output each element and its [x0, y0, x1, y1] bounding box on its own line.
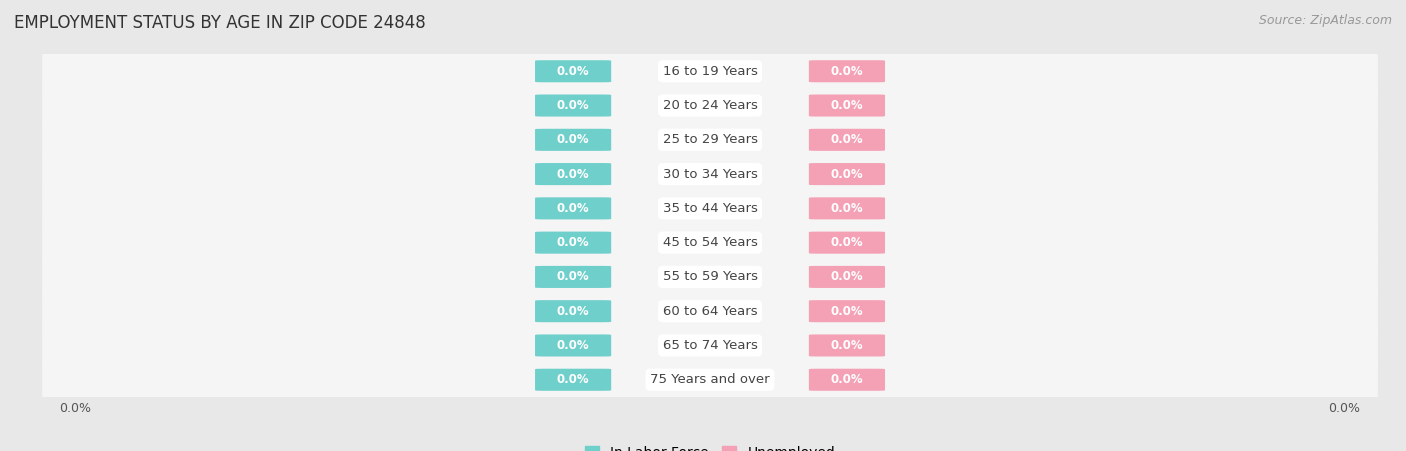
FancyBboxPatch shape — [42, 86, 1378, 125]
Text: 16 to 19 Years: 16 to 19 Years — [662, 65, 758, 78]
Text: EMPLOYMENT STATUS BY AGE IN ZIP CODE 24848: EMPLOYMENT STATUS BY AGE IN ZIP CODE 248… — [14, 14, 426, 32]
Text: 0.0%: 0.0% — [557, 271, 589, 283]
Text: 0.0%: 0.0% — [831, 373, 863, 386]
Text: 0.0%: 0.0% — [831, 168, 863, 180]
FancyBboxPatch shape — [42, 291, 1378, 331]
Text: 60 to 64 Years: 60 to 64 Years — [662, 305, 758, 318]
FancyBboxPatch shape — [808, 95, 884, 116]
FancyBboxPatch shape — [42, 360, 1378, 400]
FancyBboxPatch shape — [808, 232, 884, 253]
FancyBboxPatch shape — [808, 300, 884, 322]
Text: 0.0%: 0.0% — [557, 305, 589, 318]
Text: 55 to 59 Years: 55 to 59 Years — [662, 271, 758, 283]
FancyBboxPatch shape — [42, 189, 1378, 228]
FancyBboxPatch shape — [42, 120, 1378, 160]
FancyBboxPatch shape — [536, 232, 612, 253]
Text: 0.0%: 0.0% — [831, 133, 863, 146]
Text: 0.0%: 0.0% — [831, 339, 863, 352]
Text: 65 to 74 Years: 65 to 74 Years — [662, 339, 758, 352]
FancyBboxPatch shape — [42, 154, 1378, 194]
FancyBboxPatch shape — [42, 223, 1378, 262]
Text: 0.0%: 0.0% — [557, 202, 589, 215]
Text: 0.0%: 0.0% — [557, 236, 589, 249]
FancyBboxPatch shape — [808, 129, 884, 151]
Text: 0.0%: 0.0% — [557, 339, 589, 352]
Text: 20 to 24 Years: 20 to 24 Years — [662, 99, 758, 112]
Text: 30 to 34 Years: 30 to 34 Years — [662, 168, 758, 180]
Text: 0.0%: 0.0% — [831, 305, 863, 318]
FancyBboxPatch shape — [536, 95, 612, 116]
Text: 0.0%: 0.0% — [557, 168, 589, 180]
Text: 0.0%: 0.0% — [831, 271, 863, 283]
Text: 0.0%: 0.0% — [557, 133, 589, 146]
FancyBboxPatch shape — [536, 129, 612, 151]
Text: 0.0%: 0.0% — [831, 236, 863, 249]
Text: 75 Years and over: 75 Years and over — [650, 373, 770, 386]
FancyBboxPatch shape — [808, 60, 884, 82]
FancyBboxPatch shape — [536, 300, 612, 322]
FancyBboxPatch shape — [808, 198, 884, 219]
FancyBboxPatch shape — [536, 198, 612, 219]
Text: 45 to 54 Years: 45 to 54 Years — [662, 236, 758, 249]
Text: 35 to 44 Years: 35 to 44 Years — [662, 202, 758, 215]
FancyBboxPatch shape — [536, 60, 612, 82]
FancyBboxPatch shape — [42, 326, 1378, 365]
FancyBboxPatch shape — [42, 51, 1378, 91]
FancyBboxPatch shape — [536, 335, 612, 356]
FancyBboxPatch shape — [808, 163, 884, 185]
Text: Source: ZipAtlas.com: Source: ZipAtlas.com — [1258, 14, 1392, 27]
Legend: In Labor Force, Unemployed: In Labor Force, Unemployed — [579, 440, 841, 451]
FancyBboxPatch shape — [536, 266, 612, 288]
FancyBboxPatch shape — [42, 257, 1378, 297]
FancyBboxPatch shape — [808, 335, 884, 356]
Text: 0.0%: 0.0% — [557, 99, 589, 112]
Text: 0.0%: 0.0% — [831, 99, 863, 112]
Text: 0.0%: 0.0% — [557, 373, 589, 386]
Text: 25 to 29 Years: 25 to 29 Years — [662, 133, 758, 146]
FancyBboxPatch shape — [536, 369, 612, 391]
FancyBboxPatch shape — [536, 163, 612, 185]
Text: 0.0%: 0.0% — [831, 65, 863, 78]
FancyBboxPatch shape — [808, 266, 884, 288]
Text: 0.0%: 0.0% — [557, 65, 589, 78]
FancyBboxPatch shape — [808, 369, 884, 391]
Text: 0.0%: 0.0% — [831, 202, 863, 215]
